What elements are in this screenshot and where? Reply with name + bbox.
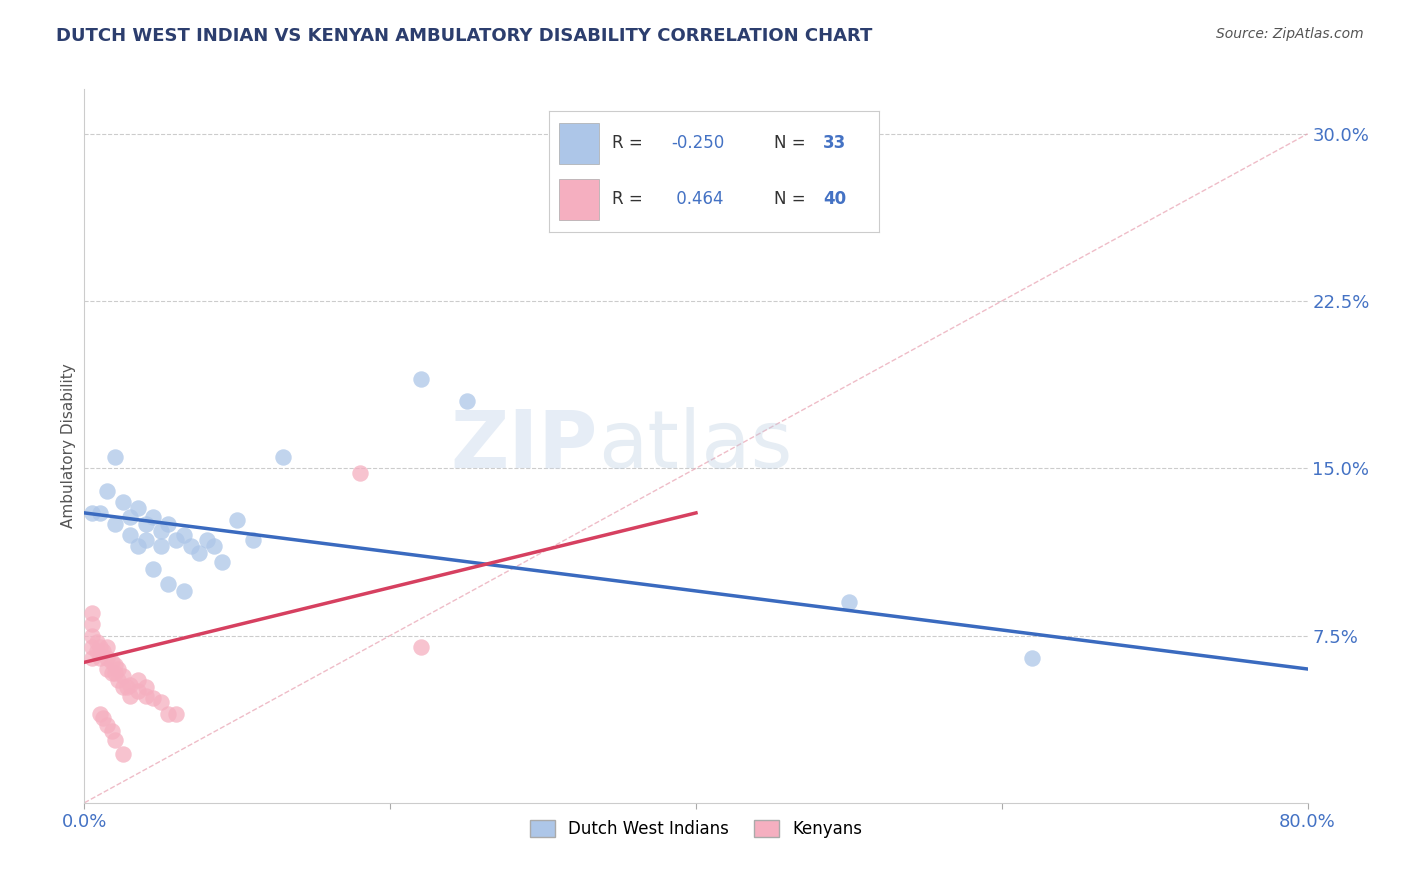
Point	[456, 394, 478, 409]
Point	[127, 684, 149, 698]
Text: ZIP: ZIP	[451, 407, 598, 485]
Point	[96, 717, 118, 731]
Point	[104, 733, 127, 747]
Y-axis label: Ambulatory Disability: Ambulatory Disability	[60, 364, 76, 528]
Text: DUTCH WEST INDIAN VS KENYAN AMBULATORY DISABILITY CORRELATION CHART: DUTCH WEST INDIAN VS KENYAN AMBULATORY D…	[56, 27, 873, 45]
Point	[80, 506, 103, 520]
Point	[96, 651, 118, 665]
Point	[89, 506, 111, 520]
Point	[107, 662, 129, 676]
Point	[127, 501, 149, 516]
Point	[271, 450, 294, 464]
Point	[349, 466, 371, 480]
Point	[157, 516, 180, 531]
Point	[157, 577, 180, 591]
Point	[101, 724, 124, 739]
Point	[120, 528, 142, 542]
Point	[80, 628, 103, 642]
Point	[104, 450, 127, 464]
Point	[409, 372, 432, 386]
Point	[80, 651, 103, 665]
Point	[135, 516, 157, 531]
Point	[111, 680, 134, 694]
Point	[111, 494, 134, 508]
Point	[173, 583, 195, 598]
Point	[104, 666, 127, 681]
Point	[195, 533, 218, 547]
Point	[104, 657, 127, 672]
Point	[80, 617, 103, 632]
Point	[127, 673, 149, 687]
Point	[838, 595, 860, 609]
Point	[127, 539, 149, 553]
Point	[142, 690, 165, 705]
Point	[1021, 651, 1043, 665]
Point	[149, 539, 172, 553]
Point	[115, 680, 138, 694]
Legend: Dutch West Indians, Kenyans: Dutch West Indians, Kenyans	[523, 813, 869, 845]
Point	[173, 528, 195, 542]
Point	[101, 666, 124, 681]
Point	[165, 533, 187, 547]
Point	[188, 546, 211, 560]
Point	[142, 562, 165, 576]
Point	[86, 644, 108, 658]
Point	[157, 706, 180, 721]
Text: Source: ZipAtlas.com: Source: ZipAtlas.com	[1216, 27, 1364, 41]
Point	[104, 516, 127, 531]
Point	[101, 655, 124, 669]
Point	[242, 533, 264, 547]
Point	[165, 706, 187, 721]
Point	[142, 510, 165, 524]
Point	[91, 644, 114, 658]
Point	[120, 689, 142, 703]
Point	[226, 512, 249, 526]
Point	[409, 640, 432, 654]
Point	[96, 483, 118, 498]
Point	[202, 539, 225, 553]
Point	[91, 711, 114, 725]
Point	[149, 696, 172, 710]
Point	[86, 635, 108, 649]
Point	[211, 555, 233, 569]
Point	[107, 673, 129, 687]
Point	[135, 680, 157, 694]
Point	[96, 662, 118, 676]
Point	[135, 533, 157, 547]
Point	[135, 689, 157, 703]
Point	[180, 539, 202, 553]
Point	[80, 640, 103, 654]
Point	[149, 524, 172, 538]
Point	[80, 607, 103, 621]
Point	[89, 706, 111, 721]
Point	[96, 640, 118, 654]
Point	[89, 640, 111, 654]
Point	[111, 669, 134, 683]
Point	[120, 678, 142, 692]
Point	[120, 510, 142, 524]
Point	[89, 651, 111, 665]
Text: atlas: atlas	[598, 407, 793, 485]
Point	[111, 747, 134, 761]
